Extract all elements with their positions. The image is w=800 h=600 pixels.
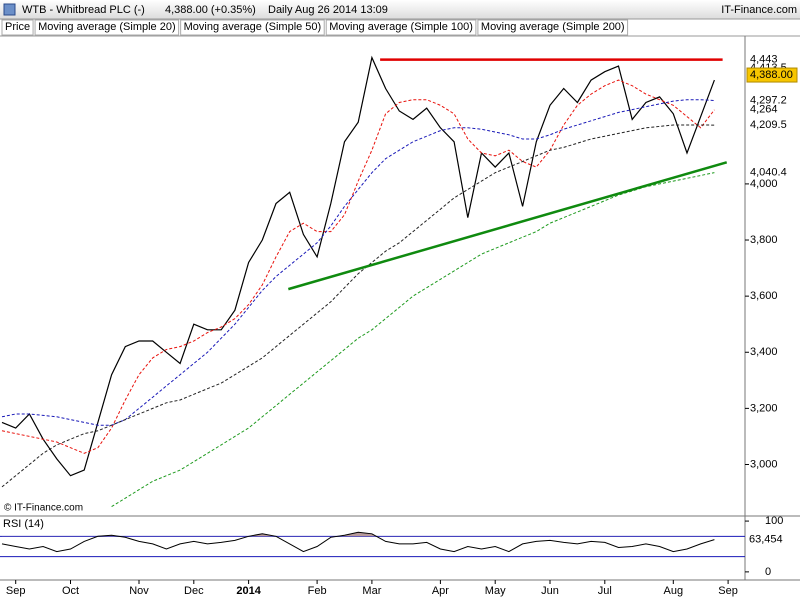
x-tick-label: 2014: [236, 585, 261, 597]
trendline: [287, 161, 728, 291]
copyright: © IT-Finance.com: [4, 503, 83, 514]
x-tick-label: Sep: [6, 585, 26, 597]
ma-line: [1, 124, 715, 488]
rsi-tick-label: 100: [765, 515, 783, 527]
header-bar: [0, 0, 800, 19]
price-tag: 4,040.4: [750, 166, 787, 178]
ma-line: [111, 172, 715, 508]
y-tick-label: 3,400: [750, 346, 778, 358]
ma-line: [1, 99, 715, 426]
y-tick-label: 3,200: [750, 402, 778, 414]
legend-label: Moving average (Simple 20): [38, 21, 176, 33]
legend-box: [180, 19, 325, 36]
rsi-label: RSI (14): [3, 518, 44, 530]
x-tick-label: Sep: [718, 585, 738, 597]
price-tag: 4,388.00: [750, 69, 793, 81]
price-tag: 4,443: [750, 54, 778, 66]
x-tick-label: May: [485, 585, 506, 597]
legend-label: Moving average (Simple 200): [481, 21, 625, 33]
x-tick-label: Feb: [308, 585, 327, 597]
price-line: [1, 55, 715, 477]
x-tick-label: Aug: [664, 585, 684, 597]
legend-label: Moving average (Simple 100): [329, 21, 473, 33]
legend-label: Price: [5, 21, 30, 33]
legend-box: [325, 19, 477, 36]
quote: 4,388.00 (+0.35%): [165, 4, 256, 16]
y-tick-label: 3,600: [750, 290, 778, 302]
price-tag-box: [746, 67, 798, 83]
y-tick-label: 3,000: [750, 458, 778, 470]
x-tick-label: Jul: [598, 585, 612, 597]
period: Daily Aug 26 2014 13:09: [268, 4, 388, 16]
x-tick-label: Oct: [62, 585, 79, 597]
legend-box: [34, 19, 180, 36]
rsi-overbought-fill: [2, 532, 715, 537]
header-icon: [3, 3, 16, 16]
rsi-tag: 63,454: [749, 534, 783, 546]
chart-title: WTB - Whitbread PLC (-): [22, 4, 145, 16]
x-tick-label: Jun: [541, 585, 559, 597]
source: IT-Finance.com: [721, 4, 797, 16]
price-tag: 4,297.2: [750, 94, 787, 106]
price-tag: 4,209.5: [750, 119, 787, 131]
legend-box: [477, 19, 629, 36]
rsi-line: [1, 531, 715, 553]
legend-label: Moving average (Simple 50): [184, 21, 322, 33]
ma-line: [1, 79, 715, 454]
rsi-tick-label: 0: [765, 566, 771, 578]
x-tick-label: Apr: [432, 585, 449, 597]
x-tick-label: Dec: [184, 585, 204, 597]
y-tick-label: 4,000: [750, 178, 778, 190]
y-tick-label: 3,800: [750, 234, 778, 246]
x-tick-label: Mar: [362, 585, 381, 597]
legend-box: [1, 19, 34, 36]
x-tick-label: Nov: [129, 585, 149, 597]
price-tag: 4,264: [750, 104, 778, 116]
